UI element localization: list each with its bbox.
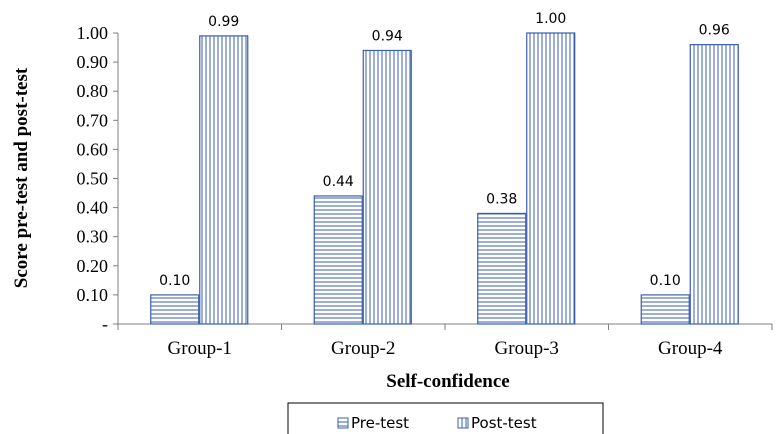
y-tick-label: 0.30	[77, 227, 109, 247]
data-label: 0.94	[372, 28, 403, 44]
data-label: 0.96	[699, 23, 730, 39]
y-tick-label: 0.90	[77, 52, 109, 72]
y-tick-label: 0.70	[77, 110, 109, 130]
data-label: 0.38	[486, 191, 517, 207]
y-axis: - 0.10 0.20 0.30 0.40 0.50 0.60 0.70 0.80 0.90 1.0…	[77, 23, 119, 334]
x-tick-label: Group-3	[495, 338, 559, 359]
bar-post-test	[362, 49, 412, 325]
y-axis-title: Score pre-test and post-test	[11, 67, 32, 288]
y-tick-label: 0.50	[77, 169, 109, 189]
data-labels: 0.10 0.44 0.38 0.10 0.99 0.94 1.00 0.96	[159, 11, 730, 289]
legend-label-pre-test: Pre-test	[351, 414, 409, 432]
bar-pre-test	[150, 294, 200, 325]
x-axis: Group-1 Group-2 Group-3 Group-4	[117, 323, 773, 359]
y-tick-label: -	[102, 314, 108, 334]
data-label: 0.10	[159, 273, 190, 289]
y-tick-label: 0.20	[77, 256, 109, 276]
bar-post-test	[526, 32, 576, 325]
legend-swatch-post-test	[457, 417, 469, 429]
bar-pre-test	[313, 195, 363, 325]
y-tick-label: 0.80	[77, 81, 109, 101]
bar-post-test	[689, 44, 739, 325]
legend: Pre-test Post-test	[287, 402, 604, 434]
x-tick-label: Group-2	[331, 338, 395, 359]
data-label: 0.10	[650, 273, 681, 289]
x-axis-title: Self-confidence	[386, 371, 509, 392]
data-label: 0.44	[323, 174, 354, 190]
bars	[150, 32, 739, 325]
legend-swatch-pre-test	[337, 417, 349, 429]
legend-label-post-test: Post-test	[471, 414, 537, 432]
y-tick-label: 0.10	[77, 285, 109, 305]
y-tick-label: 0.60	[77, 139, 109, 159]
legend-box	[287, 402, 604, 434]
y-tick-label: 0.40	[77, 198, 109, 218]
x-tick-label: Group-4	[658, 338, 723, 359]
bar-post-test	[199, 35, 249, 325]
y-tick-label: 1.00	[77, 23, 109, 43]
bar-pre-test	[640, 294, 690, 325]
data-label: 0.99	[208, 14, 239, 30]
bar-pre-test	[477, 212, 527, 325]
data-label: 1.00	[535, 11, 566, 27]
x-tick-label: Group-1	[168, 338, 232, 359]
